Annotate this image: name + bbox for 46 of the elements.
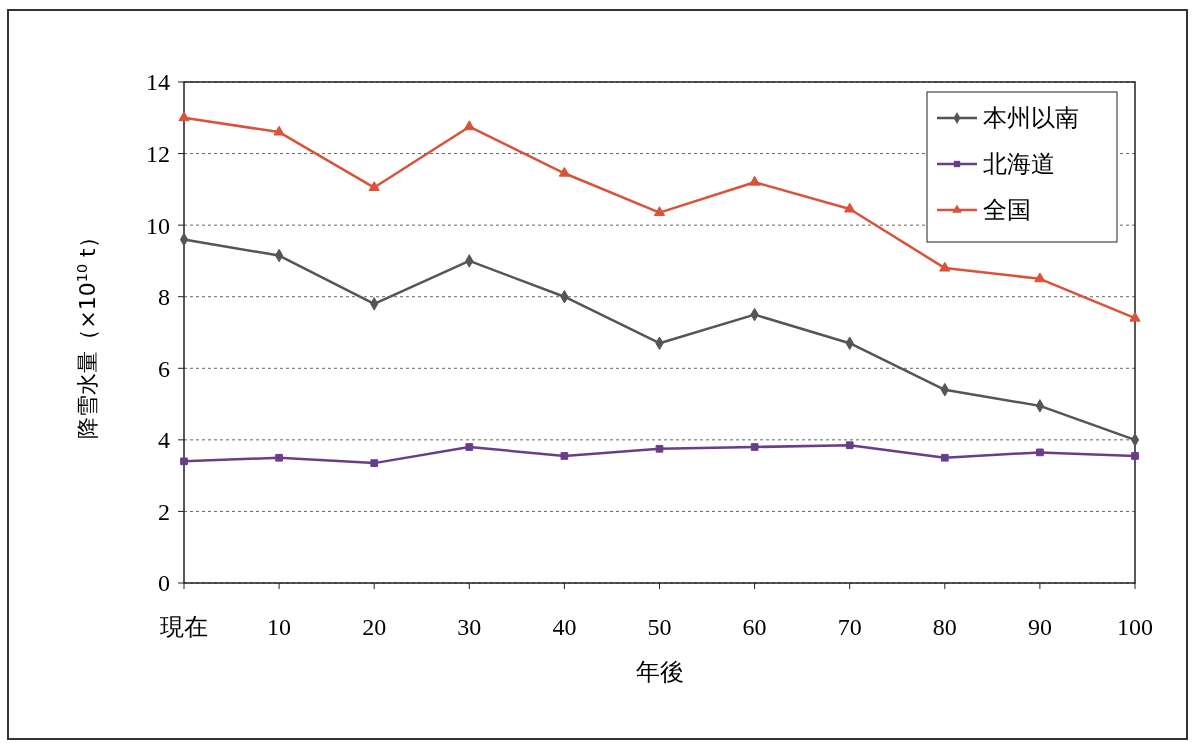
point	[653, 206, 666, 217]
y-tick-label: 2	[158, 498, 170, 525]
point	[749, 175, 761, 186]
point	[1130, 433, 1140, 447]
x-axis-title: 年後	[635, 658, 684, 686]
legend-label: 全国	[983, 196, 1031, 225]
x-tick-label: 現在	[160, 613, 208, 641]
point	[178, 111, 190, 122]
legend-label: 本州以南	[983, 104, 1079, 133]
point	[370, 459, 379, 467]
point	[273, 125, 285, 136]
y-tick-label: 12	[146, 140, 170, 167]
y-tick-label: 0	[158, 570, 170, 597]
point	[940, 453, 949, 462]
point	[560, 452, 569, 460]
y-tick-label: 14	[146, 69, 170, 96]
point	[558, 166, 570, 177]
legend-label: 北海道	[983, 150, 1055, 179]
x-tick-label: 20	[362, 614, 387, 640]
x-tick-label: 100	[1117, 614, 1153, 640]
point	[1131, 452, 1139, 460]
point	[465, 443, 474, 451]
y-tick-label: 8	[158, 284, 170, 311]
point	[1129, 311, 1141, 322]
x-tick-label: 60	[742, 614, 767, 640]
x-tick-label: 80	[932, 614, 957, 640]
x-tick-label: 30	[457, 614, 482, 640]
y-tick-label: 4	[158, 427, 170, 454]
x-tick-label: 70	[837, 614, 862, 640]
point	[844, 202, 856, 213]
x-tick-label: 40	[552, 614, 577, 640]
point	[1034, 272, 1046, 283]
point	[939, 261, 951, 272]
point	[655, 444, 664, 453]
point	[463, 120, 475, 131]
point	[845, 441, 854, 450]
point	[275, 453, 283, 462]
point	[1036, 448, 1044, 457]
point	[180, 457, 188, 466]
y-tick-label: 6	[158, 355, 170, 382]
point	[368, 181, 380, 192]
y-tick-label: 10	[146, 212, 170, 239]
x-tick-label: 10	[267, 614, 292, 640]
x-tick-label: 90	[1027, 614, 1052, 640]
point	[750, 443, 759, 451]
x-tick-label: 50	[647, 614, 672, 640]
